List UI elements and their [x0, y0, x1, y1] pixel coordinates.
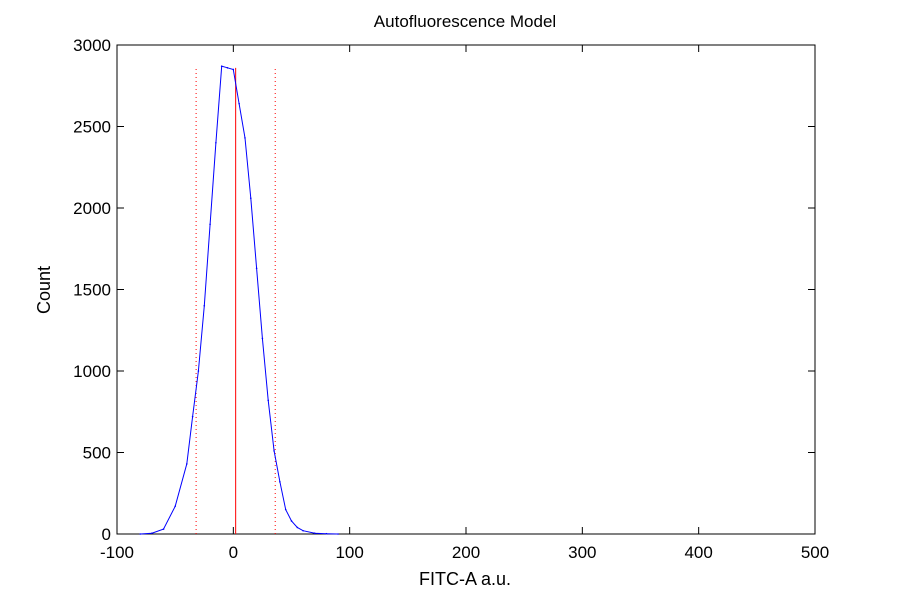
data-point — [162, 528, 165, 530]
data-point — [279, 481, 281, 483]
data-point — [191, 415, 194, 418]
data-point — [296, 526, 299, 529]
data-point — [186, 463, 188, 465]
data-point — [209, 223, 211, 226]
plot-area — [116, 44, 816, 535]
y-axis-label: Count — [34, 266, 54, 314]
y-tick-label: 2500 — [73, 118, 111, 137]
data-point — [313, 532, 316, 534]
x-tick-label: -100 — [100, 543, 134, 562]
data-point — [226, 67, 229, 69]
y-tick-label: 0 — [102, 525, 111, 544]
x-tick-label: 100 — [335, 543, 363, 562]
y-tick-label: 3000 — [73, 36, 111, 55]
data-point — [255, 267, 258, 270]
x-axis-label: FITC-A a.u. — [419, 569, 511, 589]
x-tick-label: 0 — [229, 543, 238, 562]
y-tick-label: 500 — [83, 444, 111, 463]
x-tick-label: 200 — [452, 543, 480, 562]
data-point — [220, 65, 223, 67]
data-point — [139, 533, 142, 535]
data-point — [174, 505, 176, 508]
data-point — [203, 305, 206, 307]
chart-title: Autofluorescence Model — [374, 12, 556, 31]
data-point — [197, 370, 200, 372]
data-point — [302, 529, 304, 532]
series-line-histogram — [140, 65, 339, 535]
data-point — [267, 399, 270, 402]
data-point — [232, 68, 235, 71]
axes-box — [116, 44, 816, 535]
y-tick-label: 2000 — [73, 199, 111, 218]
data-point — [337, 533, 339, 535]
data-point — [238, 102, 240, 105]
data-point — [273, 450, 275, 452]
data-point — [244, 137, 246, 139]
data-point — [284, 508, 287, 511]
data-point — [215, 142, 217, 144]
axis-ticks: -100 0 100 200 300 400 50005001000150020002500… — [73, 36, 829, 562]
data-point — [325, 532, 328, 535]
y-tick-label: 1500 — [73, 281, 111, 300]
data-point — [151, 532, 153, 534]
y-tick-label: 1000 — [73, 362, 111, 381]
x-tick-label: 300 — [568, 543, 596, 562]
x-tick-label: 400 — [684, 543, 712, 562]
data-point — [290, 520, 293, 522]
data-point — [261, 337, 264, 340]
data-point — [249, 197, 252, 200]
x-tick-label: 500 — [801, 543, 829, 562]
